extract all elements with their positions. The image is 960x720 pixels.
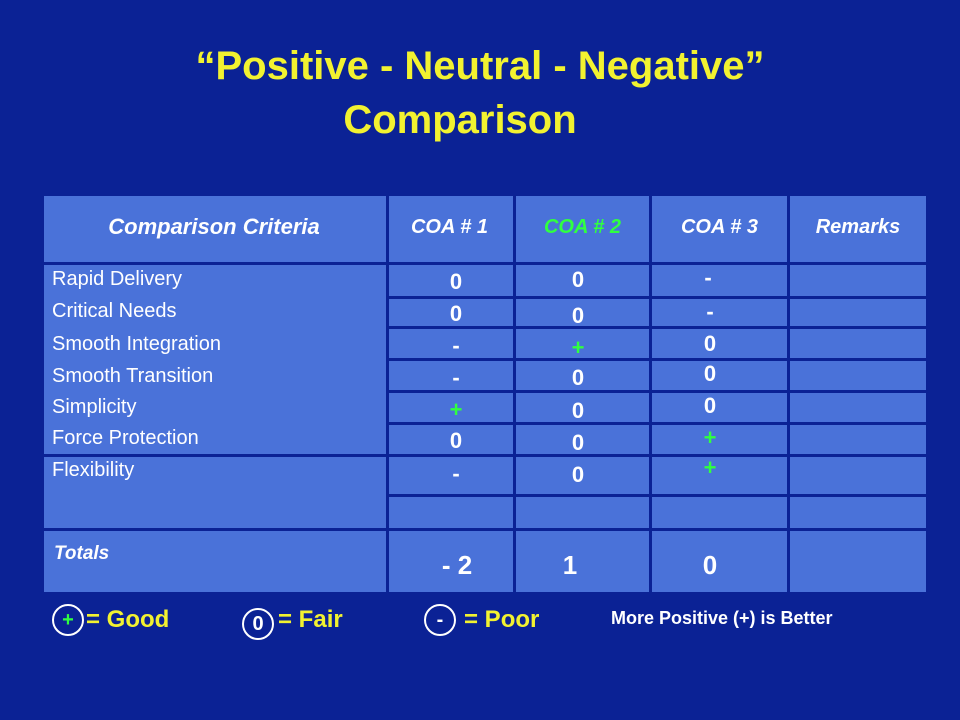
coa1-rating: 0 [449, 428, 463, 453]
header-criteria: Comparison Criteria [108, 214, 320, 239]
row-divider [386, 422, 926, 425]
coa2-rating: 0 [571, 267, 585, 292]
criterion-label: Flexibility [52, 459, 135, 481]
criterion-label: Smooth Transition [52, 365, 214, 387]
column-divider [386, 196, 389, 592]
coa1-rating: - [452, 365, 460, 390]
coa2-rating: 0 [571, 398, 585, 423]
criterion-label: Simplicity [52, 396, 137, 418]
legend-note: More Positive (+) is Better [611, 608, 833, 628]
column-divider [513, 196, 516, 592]
coa1-rating: 0 [449, 301, 463, 326]
total-coa1: - 2 [441, 550, 473, 580]
legend-poor: - = Poor [424, 604, 584, 638]
coa3-rating: 0 [703, 331, 717, 356]
totals-label: Totals [54, 543, 110, 564]
header-coa2: COA # 2 [543, 216, 622, 238]
coa2-rating: 0 [571, 303, 585, 328]
row-divider [386, 326, 926, 329]
coa1-rating: 0 [449, 269, 463, 294]
coa3-rating: + [703, 455, 717, 480]
column-divider [649, 196, 652, 592]
total-coa2: 1 [562, 550, 578, 580]
legend-fair: 0 = Fair [242, 604, 382, 640]
totals-divider [44, 528, 926, 531]
coa1-rating: + [449, 397, 463, 422]
coa1-rating: - [452, 461, 460, 486]
row-divider [386, 494, 926, 497]
coa3-rating: 0 [703, 361, 717, 386]
header-divider [44, 262, 926, 265]
criterion-label: Critical Needs [52, 300, 177, 322]
coa2-rating: + [571, 335, 585, 360]
criterion-label: Force Protection [52, 427, 199, 449]
slide-title-line1: “Positive - Neutral - Negative” [195, 44, 765, 88]
legend-good: + = Good [52, 604, 192, 638]
coa2-rating: 0 [571, 430, 585, 455]
legend-poor-label: = Poor [464, 606, 540, 633]
comparison-table: Comparison Criteria COA # 1 COA # 2 COA … [44, 196, 926, 592]
plus-icon: + [52, 604, 84, 636]
row-divider [386, 358, 926, 361]
coa3-rating: 0 [703, 393, 717, 418]
total-coa3: 0 [702, 550, 718, 580]
column-divider [787, 196, 790, 592]
row-divider [386, 390, 926, 393]
header-remarks: Remarks [815, 216, 901, 238]
zero-icon: 0 [242, 608, 274, 640]
minus-icon: - [424, 604, 456, 636]
coa3-rating: - [706, 299, 714, 324]
coa3-rating: + [703, 425, 717, 450]
legend-good-label: = Good [86, 606, 170, 633]
legend-fair-label: = Fair [278, 606, 343, 633]
coa2-rating: 0 [571, 462, 585, 487]
slide-title-line2: Comparison [343, 98, 577, 142]
row-divider [44, 454, 926, 457]
coa1-rating: - [452, 333, 460, 358]
criterion-label: Smooth Integration [52, 333, 221, 355]
coa3-rating: - [704, 265, 712, 290]
header-coa3: COA # 3 [680, 216, 759, 238]
row-divider [386, 296, 926, 299]
coa2-rating: 0 [571, 365, 585, 390]
criterion-label: Rapid Delivery [52, 268, 183, 290]
header-coa1: COA # 1 [410, 216, 489, 238]
